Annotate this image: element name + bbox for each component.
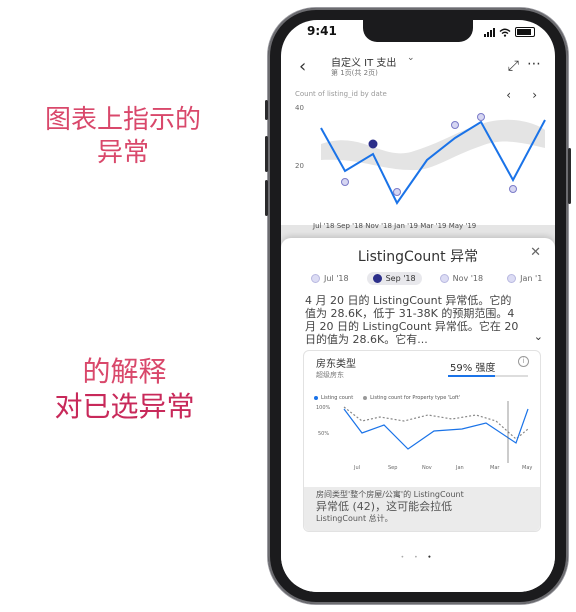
- chip-dot-icon: [372, 274, 382, 283]
- anomaly-marker[interactable]: [477, 113, 485, 121]
- x-tick-nov: Nov: [422, 465, 432, 471]
- status-time: 9:41: [307, 24, 337, 38]
- chart-prev-icon[interactable]: ‹: [506, 88, 511, 102]
- loft-series-line: [343, 406, 529, 440]
- listing-count-series-line: [343, 408, 529, 450]
- explanation-subtitle: 超级房东: [316, 371, 344, 379]
- anomaly-marker-selected[interactable]: [368, 139, 378, 149]
- listing-count-line: [320, 119, 546, 205]
- phone-screen: 9:41 ‹ 自定义 IT 支出 ⌄ 第 1页(共 2页) ⤢ ⋯ Count …: [281, 20, 555, 592]
- title-dropdown-chevron-icon[interactable]: ⌄: [407, 53, 415, 63]
- callout-top-line2: 异常: [96, 137, 149, 168]
- wifi-icon: [499, 28, 511, 37]
- strength-bar: [448, 375, 528, 377]
- explanation-legend: Listing count Listing count for Property…: [314, 395, 460, 401]
- page-indicator: 第 1页(共 2页): [331, 69, 378, 77]
- app-header: ‹ 自定义 IT 支出 ⌄ 第 1页(共 2页) ⤢ ⋯: [281, 48, 555, 88]
- chip-dot-icon: [439, 274, 449, 283]
- x-axis-labels: Jul '18 Sep '18 Nov '18 Jan '19 Mar '19 …: [312, 222, 476, 230]
- chip-label: Sep '18: [385, 274, 416, 283]
- anomaly-chip[interactable]: Nov '18: [434, 272, 490, 285]
- volume-down-button: [265, 180, 268, 216]
- strength-bar-fill: [448, 375, 496, 377]
- y-tick-40: 40: [295, 104, 304, 112]
- anomaly-panel-title: ListingCount 异常: [357, 249, 479, 265]
- explanation-text-line2: 异常低 (42)，这可能会拉低: [316, 500, 453, 513]
- main-anomaly-chart[interactable]: 40 20 Jul '18 Sep '18 Nov '18 Jan '19 Ma…: [281, 100, 555, 240]
- report-title: 自定义 IT 支出: [331, 58, 397, 69]
- explanation-card-footer-bg: [304, 487, 540, 531]
- callout-anomaly-explanation: 的解释 对已选异常: [22, 354, 227, 424]
- callout-top-line1: 图表上指示的: [44, 105, 201, 135]
- chip-label: Jul '18: [324, 274, 349, 283]
- explanation-title: 房东类型: [316, 359, 356, 370]
- legend-item: Listing count: [314, 395, 353, 401]
- power-button: [568, 148, 571, 204]
- battery-icon: [515, 27, 535, 37]
- legend-label: Listing count: [321, 395, 354, 401]
- anomaly-marker[interactable]: [509, 185, 517, 193]
- back-button[interactable]: ‹: [299, 56, 307, 77]
- expected-range-band: [321, 119, 545, 171]
- signal-icon: [484, 27, 495, 37]
- y-tick-20: 20: [295, 162, 304, 170]
- chip-dot-icon: [507, 274, 517, 283]
- card-pager[interactable]: • • •: [400, 554, 436, 561]
- explanation-text-line3: ListingCount 总计。: [316, 514, 393, 523]
- legend-dot-icon: [314, 396, 318, 400]
- x-tick-jul: Jul: [353, 465, 360, 471]
- explanation-card[interactable]: 房东类型 超级房东 59% 强度 i Listing count Listing…: [303, 350, 541, 532]
- callout-anomalies-on-chart: 图表上指示的 异常: [18, 104, 228, 169]
- status-icons: [484, 27, 535, 37]
- y-tick-50: 50%: [318, 431, 329, 437]
- main-chart-title: Count of listing_id by date: [295, 90, 387, 98]
- legend-item: Listing count for Property type 'Loft': [363, 395, 460, 401]
- explanation-chart: 100% 50% Jul Sep Nov Jan Mar May: [316, 401, 532, 471]
- legend-dot-icon: [363, 396, 368, 400]
- phone-frame: 9:41 ‹ 自定义 IT 支出 ⌄ 第 1页(共 2页) ⤢ ⋯ Count …: [265, 8, 571, 604]
- anomaly-description: 4 月 20 日的 ListingCount 异常低。它的值为 28.6K，低于…: [305, 294, 519, 346]
- more-options-icon[interactable]: ⋯: [527, 56, 541, 72]
- anomaly-marker[interactable]: [341, 178, 349, 186]
- x-tick-sep: Sep: [388, 465, 397, 471]
- x-tick-jan: Jan: [455, 465, 464, 471]
- anomaly-chip-selected[interactable]: Sep '18: [366, 272, 422, 285]
- anomaly-markers[interactable]: [341, 113, 517, 196]
- x-tick-may: May: [522, 465, 532, 471]
- explanation-text: 房间类型'整个房屋/公寓'的 ListingCount 异常低 (42)，这可能…: [316, 489, 526, 525]
- expand-icon[interactable]: ⤢: [507, 58, 519, 74]
- explanation-text-line1: 房间类型'整个房屋/公寓'的 ListingCount: [316, 490, 464, 499]
- anomaly-marker[interactable]: [451, 121, 459, 129]
- info-icon[interactable]: i: [518, 356, 529, 367]
- chip-label: Nov '18: [452, 274, 484, 283]
- explanation-strength: 59% 强度: [450, 363, 496, 374]
- callout-bottom-line2: 对已选异常: [54, 390, 195, 423]
- chart-next-icon[interactable]: ›: [532, 88, 537, 102]
- legend-label: Listing count for Property type 'Loft': [370, 395, 461, 401]
- anomaly-date-chips: Jul '18 Sep '18 Nov '18 Jan '1: [305, 272, 548, 285]
- anomaly-panel: ListingCount 异常 ✕ Jul '18 Sep '18 Nov '1…: [281, 238, 555, 592]
- callout-bottom-line1: 的解释: [82, 355, 167, 388]
- anomaly-chip[interactable]: Jul '18: [305, 272, 355, 285]
- x-tick-mar: Mar: [490, 465, 500, 471]
- notch: [363, 20, 473, 42]
- mute-switch: [265, 100, 268, 120]
- volume-up-button: [265, 136, 268, 172]
- chip-dot-icon: [311, 274, 320, 283]
- y-tick-100: 100%: [316, 405, 331, 411]
- close-icon[interactable]: ✕: [530, 245, 541, 260]
- anomaly-chip[interactable]: Jan '1: [501, 272, 548, 285]
- chip-label: Jan '1: [520, 274, 543, 283]
- expand-description-chevron-icon[interactable]: ⌄: [533, 330, 543, 343]
- anomaly-marker[interactable]: [393, 188, 401, 196]
